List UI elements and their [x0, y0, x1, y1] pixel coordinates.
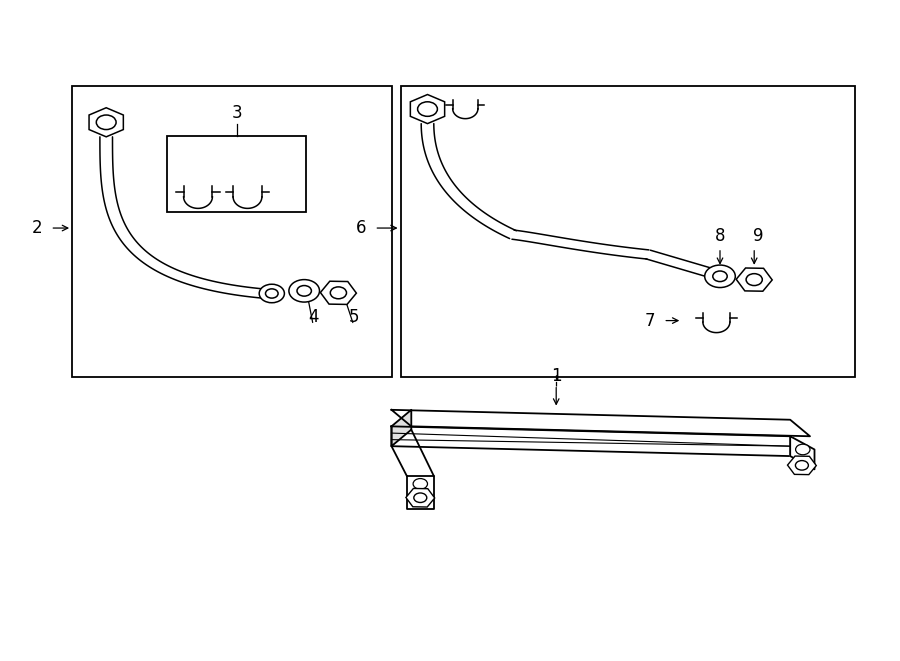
Text: 5: 5	[348, 308, 359, 326]
Text: 9: 9	[753, 227, 764, 245]
Circle shape	[418, 102, 437, 116]
Circle shape	[414, 493, 427, 502]
Polygon shape	[392, 410, 411, 446]
Circle shape	[266, 289, 278, 298]
Text: 3: 3	[231, 104, 242, 122]
Circle shape	[705, 265, 735, 288]
Circle shape	[259, 284, 284, 303]
Text: 7: 7	[644, 311, 655, 330]
Text: 6: 6	[356, 219, 366, 237]
Circle shape	[796, 461, 808, 470]
Circle shape	[796, 444, 810, 455]
Circle shape	[289, 280, 320, 302]
Bar	[72, 86, 392, 377]
Polygon shape	[790, 436, 815, 469]
Bar	[166, 136, 306, 212]
Text: 4: 4	[308, 308, 319, 326]
Circle shape	[330, 287, 346, 299]
Circle shape	[297, 286, 311, 296]
Circle shape	[746, 274, 762, 286]
Bar	[400, 86, 855, 377]
Text: 1: 1	[551, 367, 562, 385]
Circle shape	[96, 115, 116, 130]
Polygon shape	[392, 426, 790, 456]
Polygon shape	[392, 410, 810, 436]
Text: 8: 8	[715, 227, 725, 245]
Text: 2: 2	[32, 219, 42, 237]
Circle shape	[713, 271, 727, 282]
Circle shape	[413, 479, 428, 489]
Polygon shape	[407, 476, 434, 509]
